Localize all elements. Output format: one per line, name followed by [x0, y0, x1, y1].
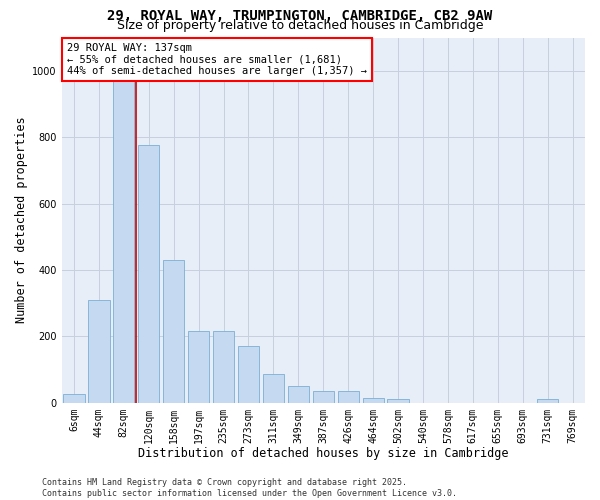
- Bar: [213, 332, 234, 402]
- Bar: [388, 400, 409, 402]
- Bar: [88, 300, 110, 402]
- Bar: [138, 146, 160, 402]
- Bar: [288, 386, 309, 402]
- Bar: [188, 332, 209, 402]
- X-axis label: Distribution of detached houses by size in Cambridge: Distribution of detached houses by size …: [138, 447, 509, 460]
- Bar: [537, 400, 558, 402]
- Text: 29, ROYAL WAY, TRUMPINGTON, CAMBRIDGE, CB2 9AW: 29, ROYAL WAY, TRUMPINGTON, CAMBRIDGE, C…: [107, 9, 493, 23]
- Bar: [313, 391, 334, 402]
- Bar: [238, 346, 259, 403]
- Bar: [362, 398, 384, 402]
- Y-axis label: Number of detached properties: Number of detached properties: [15, 117, 28, 324]
- Bar: [263, 374, 284, 402]
- Bar: [113, 78, 134, 402]
- Text: Contains HM Land Registry data © Crown copyright and database right 2025.
Contai: Contains HM Land Registry data © Crown c…: [42, 478, 457, 498]
- Bar: [338, 391, 359, 402]
- Text: Size of property relative to detached houses in Cambridge: Size of property relative to detached ho…: [117, 18, 483, 32]
- Text: 29 ROYAL WAY: 137sqm
← 55% of detached houses are smaller (1,681)
44% of semi-de: 29 ROYAL WAY: 137sqm ← 55% of detached h…: [67, 43, 367, 76]
- Bar: [64, 394, 85, 402]
- Bar: [163, 260, 184, 402]
